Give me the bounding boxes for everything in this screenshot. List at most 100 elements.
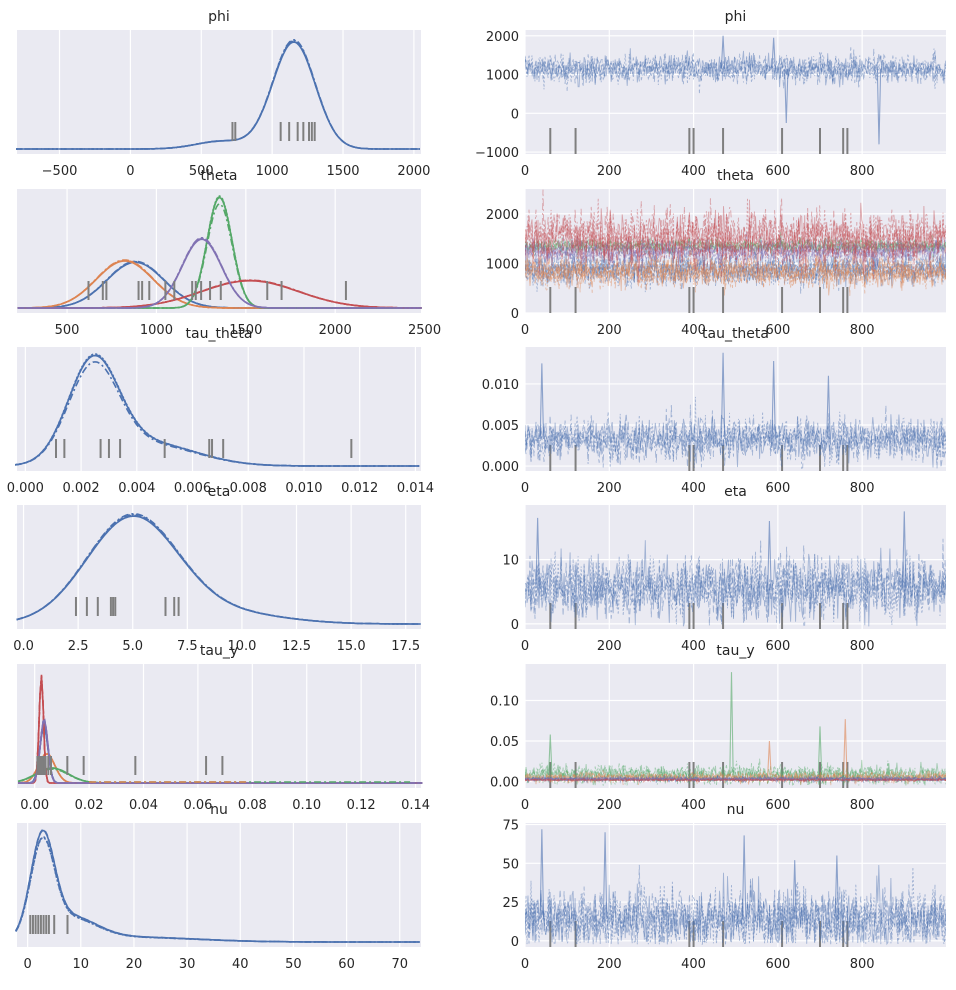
tau_theta-trace-spike <box>539 363 545 439</box>
theta-trace-xtick-label: 0 <box>521 323 529 338</box>
tau_theta-trace-ytick-label: 0.000 <box>482 460 519 475</box>
eta-trace-title: eta <box>724 484 747 500</box>
row-tau_theta: tau_theta 0.000 0.002 0.004 0.006 0.008 0.010 0… <box>7 326 946 496</box>
theta-trace-xtick-label: 200 <box>597 323 622 338</box>
nu-kde-xtick-label: 50 <box>285 957 302 972</box>
phi-kde-xtick-label: 2000 <box>397 164 430 179</box>
eta-trace-xtick-label: 600 <box>765 639 790 654</box>
phi-trace-title: phi <box>725 9 747 25</box>
nu-trace-title: nu <box>727 802 745 818</box>
tau_theta-trace-xtick-label: 200 <box>597 481 622 496</box>
phi-kde-xtick-label: −500 <box>42 164 78 179</box>
nu-trace-ytick-label: 75 <box>502 819 519 834</box>
nu-kde-xtick-label: 60 <box>338 957 355 972</box>
nu-trace-chain-nu <box>525 878 946 946</box>
eta-trace-xtick-label: 0 <box>521 639 529 654</box>
tau_y-kde-xtick-label: 0.06 <box>183 798 212 813</box>
row-nu: nu 0 10 20 30 40 50 60 70 nu 0 200 400 600 800 0 25 50 75 <box>15 802 946 972</box>
eta-kde-axes <box>17 505 421 629</box>
row-eta: eta 0.0 2.5 5.0 7.5 10.0 12.5 15.0 17.5 eta 0 200 40… <box>13 484 946 654</box>
tau_theta-trace-xtick-label: 400 <box>681 481 706 496</box>
tau_theta-trace-xtick-label: 600 <box>765 481 790 496</box>
tau_y-trace-chain-tau_y[2] <box>525 759 946 786</box>
tau_theta-kde-title: tau_theta <box>186 326 253 342</box>
eta-trace-spike <box>767 521 772 588</box>
theta-trace-chain-theta[3] <box>525 202 946 283</box>
tau_y-trace-ytick-label: 0.10 <box>490 694 519 709</box>
tau_theta-kde-curve-tau_theta <box>15 361 420 467</box>
nu-trace-xtick-label: 200 <box>597 957 622 972</box>
theta-trace-chain-theta[2] <box>525 231 946 257</box>
phi-trace-ytick-label: 1000 <box>486 69 519 84</box>
theta-trace-title: theta <box>717 168 754 184</box>
tau_y-kde-xtick-label: 0.14 <box>401 798 430 813</box>
theta-trace-xtick-label: 600 <box>765 323 790 338</box>
theta-trace-ytick-label: 2000 <box>486 208 519 223</box>
tau_y-trace-spike <box>729 672 734 776</box>
tau_y-kde-xtick-label: 0.04 <box>129 798 158 813</box>
eta-trace-spike <box>902 511 907 588</box>
theta-trace-chain-theta[1] <box>525 248 946 296</box>
nu-trace-spike <box>792 860 797 920</box>
tau_y-trace-chain-tau_y[0] <box>525 774 946 784</box>
tau_y-trace-spike <box>817 726 823 776</box>
eta-trace-axes <box>525 505 946 629</box>
theta-kde-xtick-label: 1000 <box>140 323 173 338</box>
nu-trace-xtick-label: 400 <box>681 957 706 972</box>
theta-kde-xtick-label: 2000 <box>319 323 352 338</box>
tau_theta-trace-spike <box>771 360 776 439</box>
theta-kde-xtick-label: 2500 <box>408 323 441 338</box>
theta-trace-lines <box>525 189 946 296</box>
tau_theta-kde-xtick-label: 0.014 <box>397 481 434 496</box>
tau_y-trace-chain-tau_y[3] <box>525 776 946 783</box>
nu-trace-chain-nu <box>525 864 946 946</box>
theta-trace-ytick-label: 1000 <box>486 257 519 272</box>
theta-trace-chain-theta[0] <box>525 240 946 293</box>
tau_theta-trace-ytick-label: 0.010 <box>482 378 519 393</box>
tau_y-trace-chain-tau_y[4] <box>525 775 946 783</box>
tau_y-trace-spike <box>548 734 553 776</box>
theta-kde-curve-theta[1] <box>17 259 422 309</box>
tau_y-trace-lines <box>525 672 946 787</box>
eta-kde-xtick-label: 0.0 <box>13 639 34 654</box>
tau_theta-trace-xtick-label: 800 <box>850 481 875 496</box>
nu-trace-spike <box>539 829 545 920</box>
theta-trace-chain-theta[0] <box>525 242 946 291</box>
tau_y-kde-xtick-label: 0.02 <box>75 798 104 813</box>
eta-trace-xtick-label: 400 <box>681 639 706 654</box>
eta-kde-xtick-label: 12.5 <box>282 639 311 654</box>
eta-trace-spike <box>535 517 540 588</box>
theta-trace-chain-theta[4] <box>525 234 946 269</box>
phi-trace-spike <box>784 68 789 124</box>
eta-trace-xtick-label: 800 <box>850 639 875 654</box>
eta-kde-title: eta <box>208 484 231 500</box>
nu-trace-lines <box>525 829 946 946</box>
phi-kde-curve-phi <box>16 38 420 150</box>
theta-trace-ytick-label: 0 <box>511 307 519 322</box>
theta-trace-chain-theta[0] <box>525 246 946 288</box>
theta-kde-curve-theta[3] <box>17 279 422 309</box>
eta-trace-chain-eta <box>525 538 946 626</box>
nu-kde-title: nu <box>210 802 228 818</box>
tau_y-trace-chain-tau_y[3] <box>525 776 946 783</box>
phi-kde-xtick-label: 0 <box>126 164 134 179</box>
theta-trace-chain-theta[1] <box>525 252 946 293</box>
tau_y-kde-xtick-label: 0.12 <box>347 798 376 813</box>
tau_theta-trace-chain-tau_theta <box>525 403 946 470</box>
phi-kde-xtick-label: 500 <box>189 164 214 179</box>
nu-trace-xtick-label: 600 <box>765 957 790 972</box>
tau_y-trace-chain-tau_y[4] <box>525 774 946 783</box>
eta-kde-curve-eta <box>16 513 421 625</box>
tau_theta-trace-axes <box>525 347 946 471</box>
eta-kde-xtick-label: 17.5 <box>391 639 420 654</box>
theta-trace-xtick-label: 800 <box>850 323 875 338</box>
tau_y-kde-xtick-label: 0.10 <box>292 798 321 813</box>
nu-trace-ytick-label: 50 <box>502 857 519 872</box>
nu-trace-ytick-label: 25 <box>502 896 519 911</box>
theta-kde-xtick-label: 500 <box>55 323 80 338</box>
tau_y-trace-spike <box>767 740 772 776</box>
tau_theta-trace-xtick-label: 0 <box>521 481 529 496</box>
tau_y-trace-chain-tau_y[2] <box>525 762 946 786</box>
phi-trace-chain-phi <box>525 47 946 89</box>
